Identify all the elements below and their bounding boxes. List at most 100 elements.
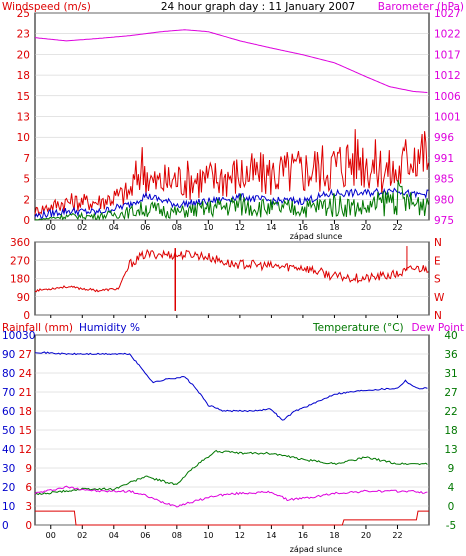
rainfall-ytick-label: 27 (19, 349, 32, 361)
temperature-ytick-label: 36 (444, 349, 458, 361)
barometer-ytick-label: 996 (434, 132, 454, 144)
sunset-annotation-bottom: západ slunce (290, 545, 343, 554)
rainfall-ytick-label: 3 (25, 501, 32, 513)
temp-xtick-label: 04 (109, 531, 119, 540)
humidity-ytick-label: 30 (2, 463, 15, 475)
average-line (34, 187, 429, 220)
wind-ytick-label: 25 (17, 8, 30, 20)
wind-ytick-label: 20 (17, 49, 30, 61)
humidity-ytick-label: 0 (2, 520, 9, 532)
humidity-ytick-label: 10 (2, 501, 15, 513)
barometer-ytick-label: 975 (434, 215, 454, 227)
rainfall-ytick-label: 24 (19, 368, 33, 380)
rainfall-ytick-label: 18 (19, 406, 32, 418)
temperature-ytick-label: -5 (446, 520, 456, 532)
humidity-ytick-label: 50 (2, 425, 15, 437)
temp-xtick-label: 10 (203, 531, 213, 540)
humidity-ytick-label: 60 (2, 406, 15, 418)
humidity-ytick-label: 70 (2, 387, 15, 399)
temp-xtick-label: 08 (172, 531, 182, 540)
barometer-ytick-label: 1006 (434, 91, 461, 103)
temperature-ytick-label: 31 (444, 368, 457, 380)
wind-xtick-label: 06 (140, 223, 150, 232)
barometer-ytick-label: 1027 (434, 8, 461, 20)
temperature-ytick-label: 22 (444, 406, 457, 418)
humidity-line (34, 351, 428, 421)
temp-xtick-label: 22 (392, 531, 402, 540)
barometer-ytick-label: 1017 (434, 49, 461, 61)
humidity-rainfall-top-label: 10030 (2, 330, 35, 342)
wind-xtick-label: 22 (392, 223, 402, 232)
rainfall-ytick-label: 21 (19, 387, 32, 399)
temperature-ytick-label: 9 (448, 463, 455, 475)
barometer-axis-label: Barometer (hPa) (378, 1, 464, 13)
gust-line (34, 129, 429, 216)
temp-xtick-label: 02 (77, 531, 87, 540)
temperature-ytick-label: 40 (444, 330, 457, 342)
temperature-ytick-label: 27 (444, 387, 457, 399)
rainfall-ytick-label: 0 (25, 520, 32, 532)
humidity-axis-label: Humidity % (79, 322, 140, 334)
temp-xtick-label: 18 (329, 531, 339, 540)
wind-ytick-label: 18 (17, 70, 30, 82)
temperature-axis-label: Temperature (°C) (312, 322, 404, 334)
dewpoint-axis-label: Dew Point (411, 322, 464, 334)
direction-ytick-label: 90 (17, 292, 30, 304)
wind-ytick-label: 7 (23, 153, 30, 165)
wind-xtick-label: 10 (203, 223, 213, 232)
wind-ytick-label: 2 (23, 194, 30, 206)
humidity-ytick-label: 40 (2, 444, 15, 456)
compass-tick-label: W (434, 292, 445, 304)
dew-point-line (34, 485, 428, 508)
wind-xtick-label: 14 (266, 223, 276, 232)
compass-tick-label: N (434, 237, 442, 249)
compass-tick-label: N (434, 310, 442, 322)
wind-ytick-label: 5 (23, 174, 30, 186)
humidity-ytick-label: 90 (2, 349, 15, 361)
wind-xtick-label: 16 (298, 223, 308, 232)
compass-tick-label: E (434, 255, 441, 267)
temperature-line (34, 449, 428, 496)
windspeed-axis-label: Windspeed (m/s) (2, 1, 91, 13)
wind-ytick-label: 0 (23, 215, 30, 227)
temp-xtick-label: 20 (361, 531, 371, 540)
wind-xtick-label: 04 (109, 223, 119, 232)
direction-ytick-label: 360 (10, 237, 30, 249)
rainfall-ytick-label: 12 (19, 444, 32, 456)
barometer-ytick-label: 1012 (434, 70, 461, 82)
barometer-ytick-label: 1022 (434, 29, 461, 41)
wind-xtick-label: 20 (361, 223, 371, 232)
wind-xtick-label: 02 (77, 223, 87, 232)
temperature-ytick-label: 18 (444, 425, 457, 437)
barometer-ytick-label: 985 (434, 174, 454, 186)
direction-ytick-label: 180 (10, 274, 30, 286)
temp-xtick-label: 00 (46, 531, 56, 540)
chart-title: 24 hour graph day : 11 January 2007 (161, 1, 355, 13)
dynamic-layer: 0257101315182023259759809859919961001100… (2, 8, 461, 540)
temp-xtick-label: 06 (140, 531, 150, 540)
temperature-ytick-label: 13 (444, 444, 457, 456)
barometer-ytick-label: 980 (434, 194, 454, 206)
barometer-ytick-label: 991 (434, 153, 454, 165)
rainfall-ytick-label: 9 (25, 463, 32, 475)
sunset-annotation-top: západ slunce (290, 232, 343, 241)
rainfall-line (35, 510, 429, 526)
rainfall-axis-label: Rainfall (mm) (2, 322, 73, 334)
humidity-ytick-label: 80 (2, 368, 15, 380)
wind-xtick-label: 00 (46, 223, 56, 232)
barometer-line (34, 29, 428, 93)
min-line (34, 179, 429, 221)
wind-xtick-label: 18 (329, 223, 339, 232)
humidity-ytick-label: 20 (2, 482, 15, 494)
temp-xtick-label: 14 (266, 531, 276, 540)
wind-ytick-label: 10 (17, 132, 30, 144)
direction-ytick-label: 0 (23, 310, 30, 322)
wind-ytick-label: 15 (17, 91, 30, 103)
rainfall-ytick-label: 6 (25, 482, 32, 494)
rainfall-ytick-label: 15 (19, 425, 32, 437)
barometer-ytick-label: 1001 (434, 112, 461, 124)
temperature-ytick-label: 0 (448, 501, 455, 513)
temperature-ytick-label: 4 (448, 482, 455, 494)
compass-tick-label: S (434, 274, 441, 286)
